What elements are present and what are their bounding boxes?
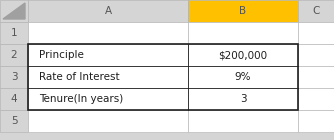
Text: C: C xyxy=(312,6,320,16)
Text: 5: 5 xyxy=(11,116,17,126)
Bar xyxy=(28,44,188,66)
Bar xyxy=(28,22,188,44)
Bar xyxy=(298,110,334,132)
Text: 4: 4 xyxy=(11,94,17,104)
Bar xyxy=(28,110,188,132)
Bar xyxy=(188,44,298,66)
Bar xyxy=(188,0,298,22)
Bar xyxy=(298,88,334,110)
Text: 9%: 9% xyxy=(235,72,251,82)
Bar xyxy=(188,22,298,44)
Polygon shape xyxy=(3,3,25,19)
Bar xyxy=(0,44,28,66)
Text: Tenure(In years): Tenure(In years) xyxy=(39,94,124,104)
Text: 2: 2 xyxy=(11,50,17,60)
Bar xyxy=(28,44,298,110)
Bar xyxy=(0,110,28,132)
Bar xyxy=(188,66,298,88)
Text: A: A xyxy=(105,6,112,16)
Text: $200,000: $200,000 xyxy=(218,50,268,60)
Text: Rate of Interest: Rate of Interest xyxy=(39,72,120,82)
Text: 1: 1 xyxy=(11,28,17,38)
Bar xyxy=(298,66,334,88)
Bar xyxy=(0,0,28,22)
Bar xyxy=(298,22,334,44)
Bar xyxy=(188,110,298,132)
Bar xyxy=(0,88,28,110)
Bar xyxy=(28,66,188,88)
Text: 3: 3 xyxy=(11,72,17,82)
Bar xyxy=(28,88,188,110)
Bar xyxy=(28,0,188,22)
Bar xyxy=(188,88,298,110)
Bar xyxy=(298,44,334,66)
Bar xyxy=(0,22,28,44)
Bar xyxy=(0,66,28,88)
Text: B: B xyxy=(239,6,246,16)
Bar xyxy=(298,0,334,22)
Text: 3: 3 xyxy=(240,94,246,104)
Text: Principle: Principle xyxy=(39,50,84,60)
